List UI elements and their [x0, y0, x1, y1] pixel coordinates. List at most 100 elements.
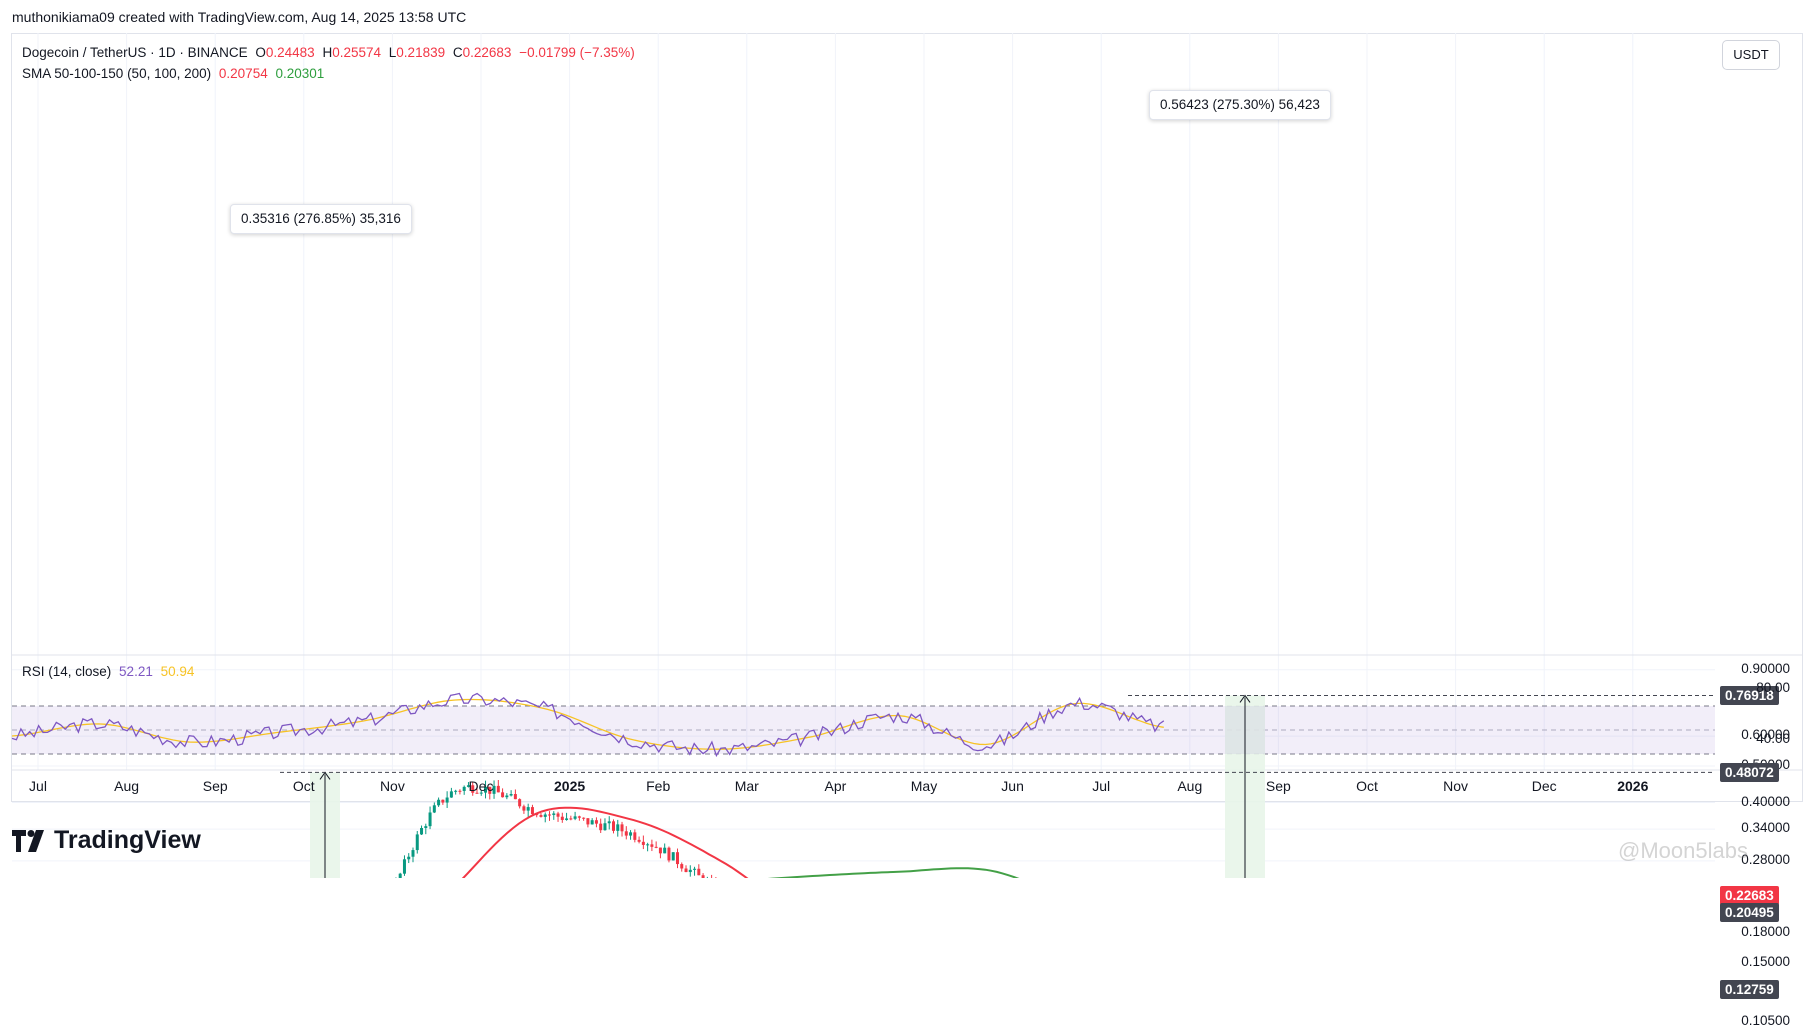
price-axis-label: 0.40000	[1741, 793, 1790, 809]
candle-body	[488, 786, 492, 794]
sma-label: SMA 50-100-150 (50, 100, 200)	[22, 66, 212, 81]
candle-body	[458, 790, 462, 792]
candle-body	[432, 805, 436, 813]
candle-body	[577, 816, 581, 818]
candle-body	[501, 792, 505, 798]
measure-label-first[interactable]: 0.35316 (276.85%) 35,316	[230, 204, 412, 234]
candle-body	[420, 828, 424, 835]
candle-body	[437, 799, 441, 806]
sma-fast-line	[461, 806, 749, 878]
candle-body	[449, 791, 453, 798]
symbol-legend: Dogecoin / TetherUS · 1D · BINANCE O0.24…	[22, 45, 639, 60]
candle-body	[629, 832, 633, 836]
candle-body	[505, 795, 509, 798]
time-axis-label: Sep	[1265, 778, 1291, 794]
price-axis-label: 0.34000	[1741, 820, 1790, 836]
sma-slow-line	[767, 867, 1020, 878]
rsi-legend[interactable]: RSI (14, close) 52.21 50.94	[22, 664, 198, 679]
price-tag-top: 0.76918	[1720, 685, 1779, 705]
candle-body	[509, 794, 513, 796]
time-axis-label: 2026	[1617, 778, 1649, 794]
candle-body	[590, 820, 594, 825]
candle-body	[654, 846, 658, 848]
time-axis-label: Oct	[292, 778, 315, 794]
candle-body	[599, 823, 603, 831]
candle-body	[492, 785, 496, 794]
candle-body	[496, 785, 500, 793]
close-value: 0.22683	[462, 45, 512, 60]
candle-body	[424, 826, 428, 829]
candle-body	[543, 814, 547, 817]
candle-body	[582, 817, 586, 819]
candle-body	[641, 841, 645, 845]
candle-body	[526, 807, 530, 811]
brand-name: TradingView	[54, 826, 201, 854]
candle-body	[667, 847, 671, 861]
open-value: 0.24483	[265, 45, 315, 60]
candle-body	[415, 834, 419, 851]
time-axis-label: Dec	[1531, 778, 1557, 794]
candle-body	[530, 807, 534, 815]
candle-body	[441, 799, 445, 803]
candle-body	[445, 797, 449, 803]
chart-canvas[interactable]	[0, 0, 1815, 878]
time-axis-label: May	[910, 778, 938, 794]
candle-body	[479, 792, 483, 794]
low-label: L	[388, 45, 397, 60]
candle-body	[548, 814, 552, 816]
candle-body	[402, 859, 406, 874]
candle-body	[650, 844, 654, 847]
candle-body	[466, 785, 470, 787]
time-axis-label: Jun	[1001, 778, 1024, 794]
close-label: C	[452, 45, 463, 60]
candle-body	[607, 821, 611, 824]
measure-label-second[interactable]: 0.56423 (275.30%) 56,423	[1149, 90, 1331, 120]
tradingview-logo[interactable]: TradingView	[12, 826, 201, 855]
open-label: O	[255, 45, 266, 60]
price-axis-label: 0.10500	[1741, 1012, 1790, 1028]
time-axis-label: Aug	[1177, 778, 1203, 794]
candle-body	[428, 812, 432, 827]
candle-body	[688, 869, 692, 873]
rsi-label: RSI (14, close)	[22, 664, 112, 679]
time-axis-label: Feb	[646, 778, 671, 794]
sma-slow-value: 0.20301	[275, 66, 325, 81]
tradingview-logo-icon	[12, 829, 44, 852]
change-value: −0.01799 (−7.35%)	[519, 45, 635, 60]
candle-body	[535, 814, 539, 816]
candle-body	[560, 816, 564, 820]
rsi-ma-line	[11, 698, 1164, 750]
candle-body	[684, 868, 688, 873]
candle-body	[671, 852, 675, 861]
price-axis-label: 0.15000	[1741, 954, 1790, 970]
chart-frame[interactable]	[11, 33, 1803, 802]
symbol-name[interactable]: Dogecoin / TetherUS · 1D · BINANCE	[22, 45, 248, 60]
candle-body	[475, 792, 479, 794]
rsi-line	[11, 692, 1165, 758]
candle-body	[522, 806, 526, 811]
candle-body	[411, 850, 415, 857]
candle-body	[701, 875, 705, 878]
time-axis-label: Mar	[734, 778, 759, 794]
price-axis-label: 0.28000	[1741, 851, 1790, 867]
candle-body	[518, 799, 522, 807]
currency-button[interactable]: USDT	[1722, 40, 1780, 70]
measure-arrow-head	[1239, 694, 1251, 703]
time-axis-label: Nov	[1443, 778, 1469, 794]
candle-body	[611, 821, 615, 831]
candle-body	[407, 856, 411, 860]
candle-body	[586, 818, 590, 825]
candle-body	[646, 844, 650, 846]
time-axis-label: Apr	[824, 778, 847, 794]
time-axis-label: Dec	[468, 778, 494, 794]
price-tag-base: 0.20495	[1720, 902, 1779, 922]
price-tag-low: 0.12759	[1720, 980, 1779, 1000]
time-axis-label: Oct	[1356, 778, 1378, 794]
candle-body	[594, 820, 598, 824]
rsi-axis-40: 40.00	[1756, 731, 1790, 746]
sma-legend[interactable]: SMA 50-100-150 (50, 100, 200) 0.20754 0.…	[22, 66, 328, 81]
attribution-text: muthonikiama09 created with TradingView.…	[12, 9, 467, 25]
candle-body	[663, 847, 667, 854]
price-axis-label: 0.90000	[1741, 660, 1790, 676]
candle-body	[513, 794, 517, 800]
